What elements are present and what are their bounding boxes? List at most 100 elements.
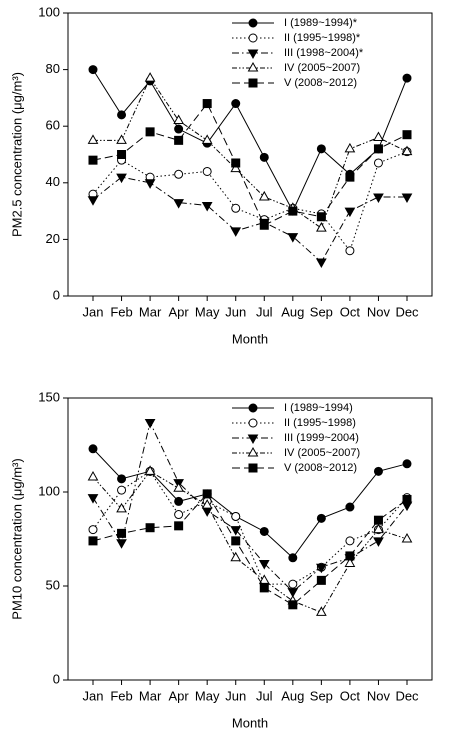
series-line [93,77,408,229]
x-tick-label: Aug [281,304,304,319]
y-tick-label: 0 [53,287,60,302]
x-tick-label: Nov [367,304,391,319]
marker [373,131,384,142]
y-tick-label: 40 [46,174,60,189]
x-tick-label: Apr [169,304,190,319]
marker [373,537,384,547]
marker [174,124,184,134]
marker [201,499,213,509]
marker [248,18,258,28]
marker [230,162,242,173]
marker [201,507,213,517]
x-axis-label: Month [232,715,268,730]
marker [344,142,356,153]
x-tick-label: Sep [310,304,333,319]
x-tick-label: Mar [139,688,162,703]
marker [145,127,155,137]
marker [345,536,355,546]
marker [87,470,99,481]
marker [259,583,269,593]
legend-label: II (1995~1998) [284,417,356,429]
legend-label: II (1995~1998)* [284,32,361,44]
marker [401,193,413,203]
y-tick-label: 50 [46,577,60,592]
marker [174,169,184,179]
marker [247,61,259,72]
marker [248,78,258,88]
marker [345,551,355,561]
x-tick-label: Jan [83,688,104,703]
y-axis-label: PM2.5 concentration (μg/m³) [9,72,24,237]
marker [230,227,242,237]
marker [258,559,270,570]
marker [231,536,241,546]
x-tick-label: Feb [110,688,132,703]
marker [116,539,127,549]
marker [402,130,412,140]
marker [88,525,98,535]
marker [117,528,127,538]
marker [174,135,184,145]
marker [117,474,127,484]
x-tick-label: Oct [340,304,361,319]
marker [401,532,413,543]
marker [117,150,127,159]
marker [202,489,212,499]
marker [231,511,241,521]
x-tick-label: Dec [395,688,419,703]
marker [231,203,241,213]
marker [259,526,269,536]
marker [248,463,258,473]
y-axis-label: PM10 concentration (μg/m³) [9,458,24,619]
series-line [92,493,408,606]
marker [116,502,127,513]
marker [173,114,184,125]
marker [373,515,383,525]
marker [173,199,184,209]
marker [287,233,299,243]
y-tick-label: 0 [53,671,60,686]
marker [174,510,184,520]
series-line [92,470,408,585]
marker [116,134,127,144]
marker [402,459,412,469]
marker [401,145,413,156]
x-tick-label: Sep [310,688,333,703]
plot-frame [67,397,433,681]
x-tick-label: May [195,688,220,703]
marker [316,258,327,269]
marker [117,485,127,495]
marker [88,155,98,165]
x-tick-label: Jun [225,304,246,319]
marker [202,166,212,176]
marker [373,193,384,203]
marker [345,502,355,512]
y-tick-label: 80 [46,61,60,76]
x-tick-label: Jul [256,688,273,703]
marker [344,557,356,567]
marker [173,482,184,492]
marker [88,444,98,454]
marker [316,222,327,232]
marker [145,523,155,533]
series-line [92,151,408,252]
legend-label: III (1999~2004) [284,432,359,444]
marker [316,563,327,574]
marker [87,196,99,206]
marker [402,73,412,83]
marker [144,418,156,429]
series-line [92,69,408,213]
marker [373,144,383,154]
marker [116,173,127,184]
x-tick-label: Nov [367,688,391,703]
marker [288,600,298,610]
marker [288,553,298,563]
x-tick-label: Feb [110,304,132,319]
marker [231,99,241,109]
marker [373,466,383,476]
marker [247,434,259,445]
marker [201,134,213,144]
marker [288,206,298,216]
marker [258,574,270,584]
